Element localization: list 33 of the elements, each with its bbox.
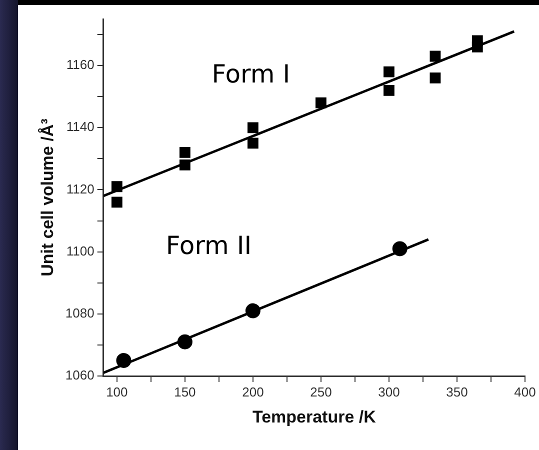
x-axis-title: Temperature /K xyxy=(252,407,377,426)
y-tick-label: 1100 xyxy=(66,243,94,258)
x-tick-label: 200 xyxy=(242,384,264,400)
point xyxy=(111,196,122,208)
point xyxy=(245,303,260,318)
y-tick-label: 1140 xyxy=(66,119,94,134)
point xyxy=(384,84,394,96)
x-tick-label: 100 xyxy=(106,384,128,400)
y-axis-title: Unit cell volume /Å³ xyxy=(38,118,57,276)
point xyxy=(316,97,326,108)
x-tick-label: 250 xyxy=(310,384,332,400)
x-tick-label: 400 xyxy=(514,384,536,400)
point xyxy=(248,122,258,134)
point xyxy=(179,159,190,170)
series-label: Form II xyxy=(166,230,252,260)
x-tick-label: 150 xyxy=(174,384,196,400)
y-tick-label: 1080 xyxy=(65,305,94,320)
y-tick-label: 1060 xyxy=(65,368,94,383)
y-tick-label: 1120 xyxy=(66,181,94,196)
x-tick-label: 300 xyxy=(378,384,400,400)
x-tick-label: 350 xyxy=(446,384,468,400)
point xyxy=(472,41,483,52)
point xyxy=(248,138,258,149)
point xyxy=(430,72,441,84)
point xyxy=(430,50,441,62)
point xyxy=(384,66,394,78)
point xyxy=(392,241,408,256)
point xyxy=(116,352,132,368)
series-label: Form I xyxy=(212,60,290,89)
y-tick-label: 1160 xyxy=(66,57,94,72)
point xyxy=(177,334,192,350)
point xyxy=(111,181,122,192)
point xyxy=(179,147,190,158)
